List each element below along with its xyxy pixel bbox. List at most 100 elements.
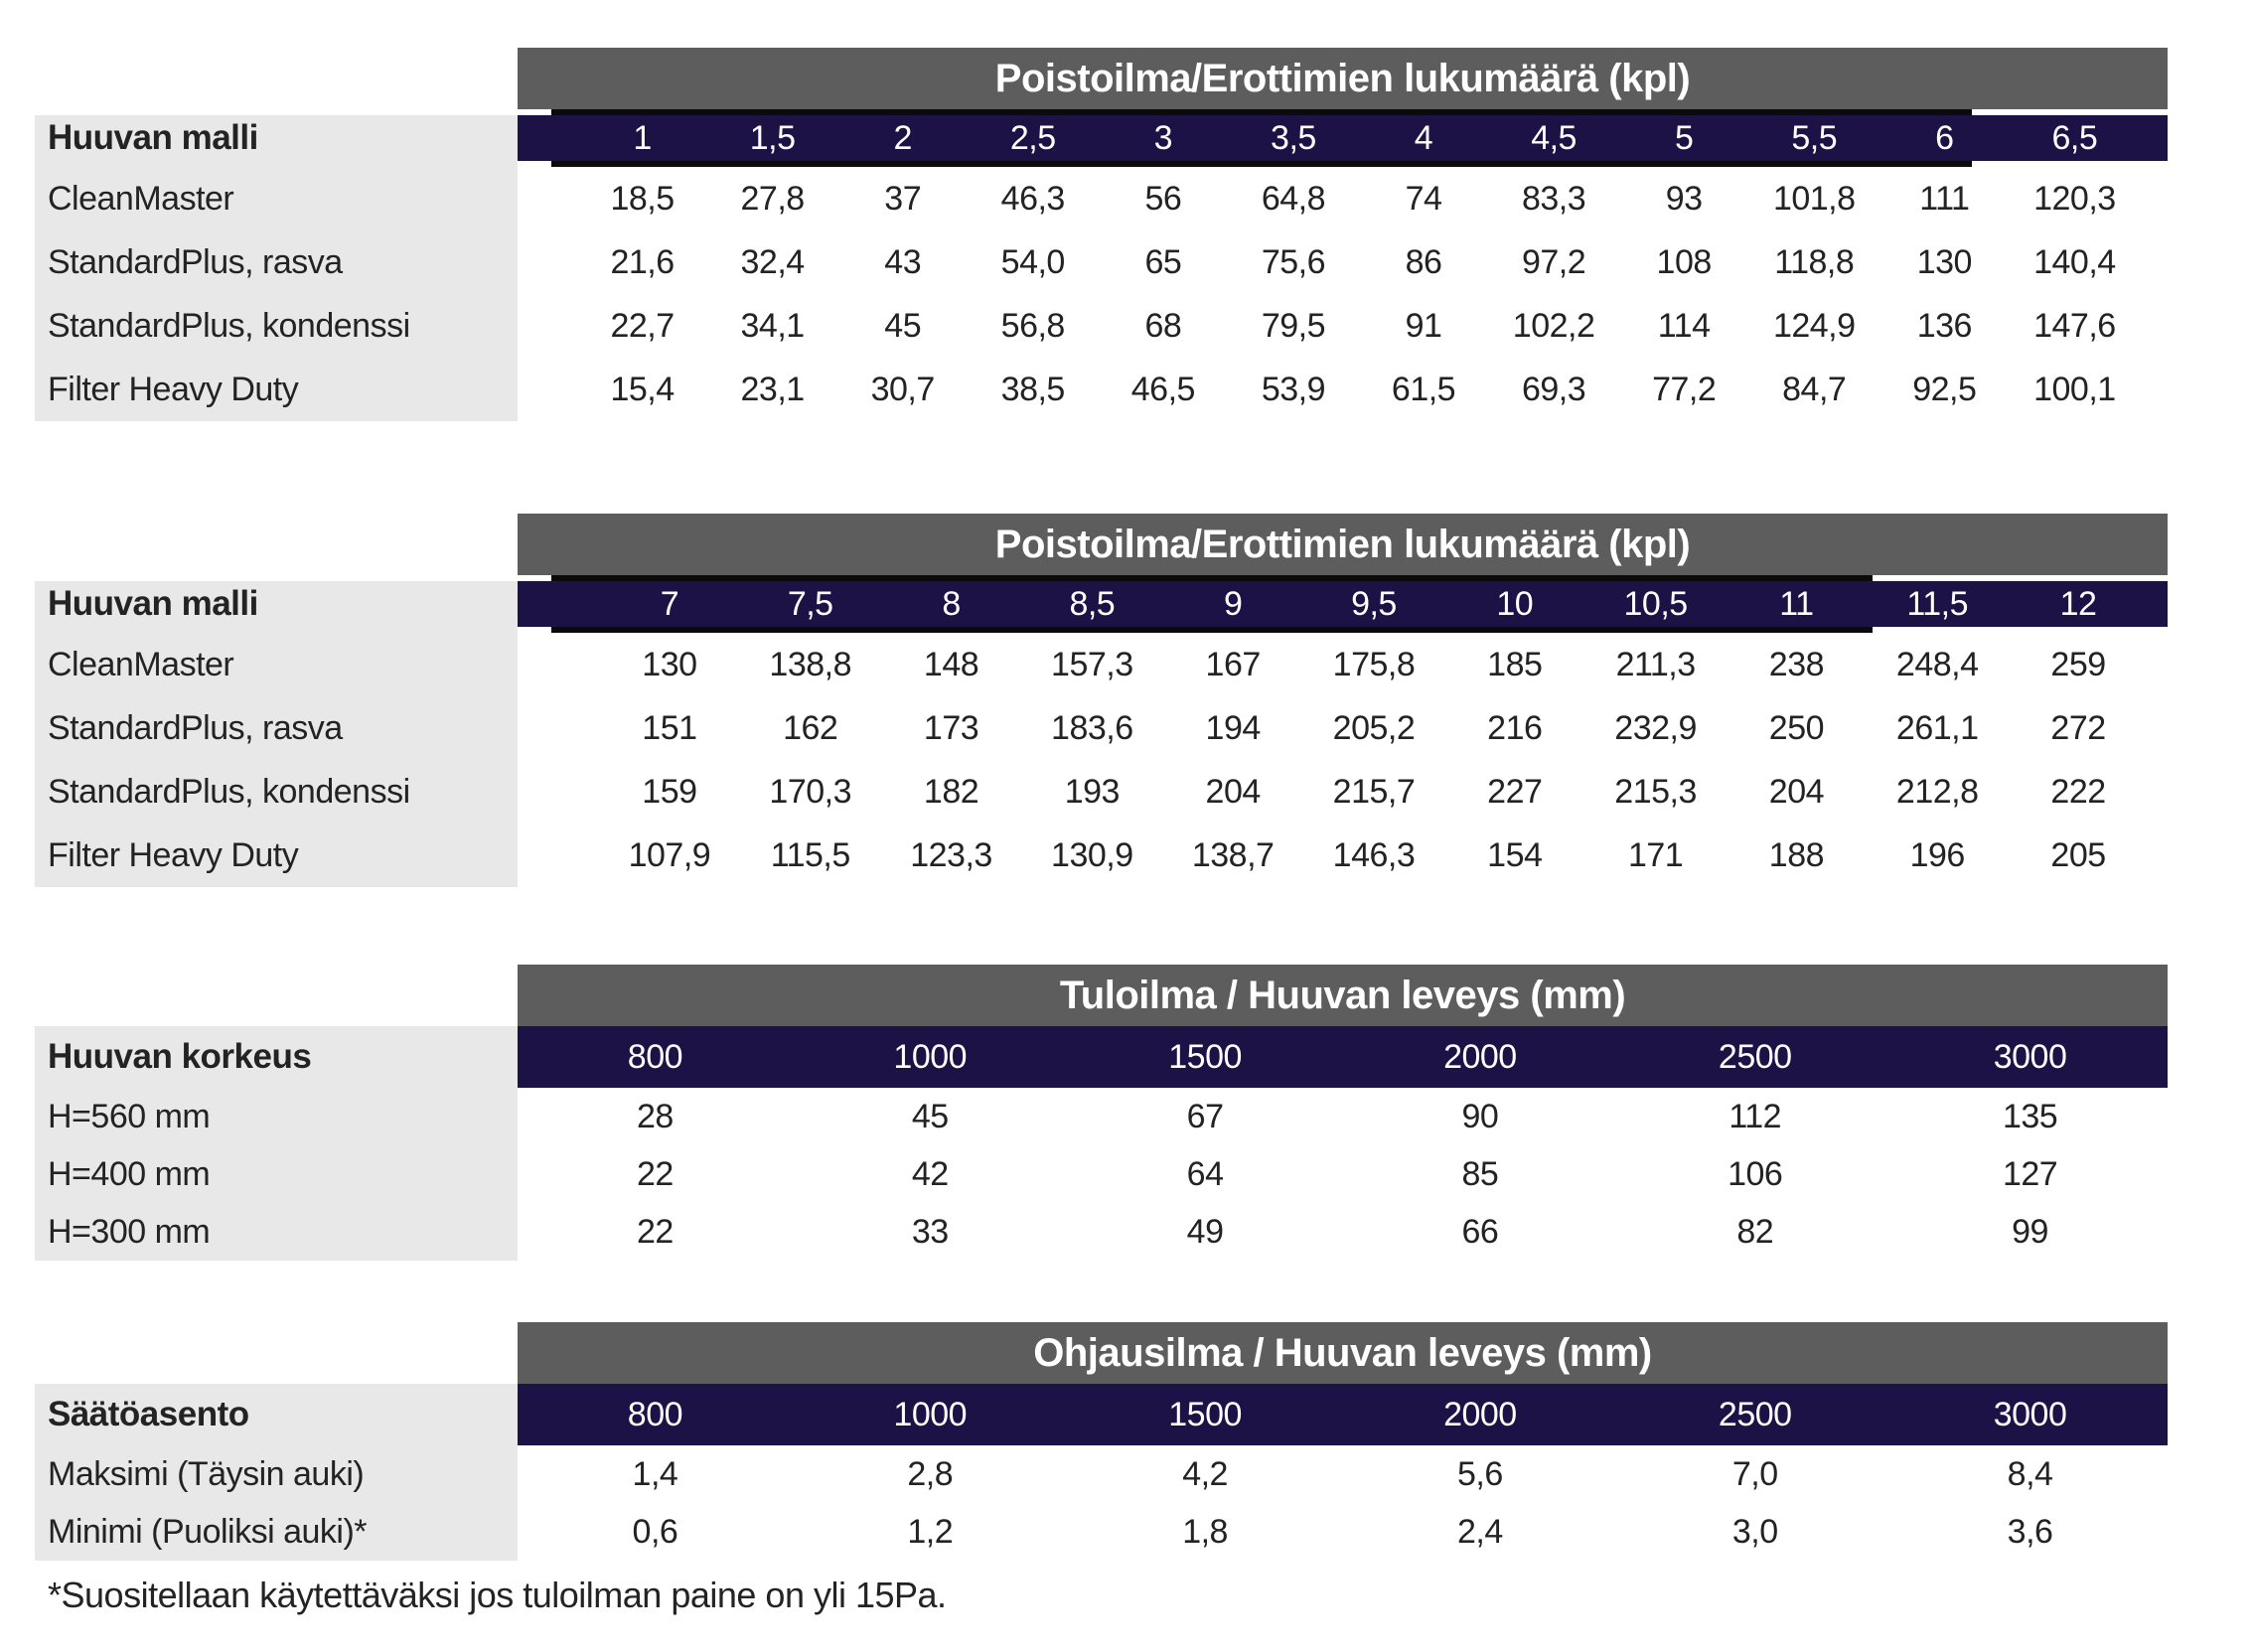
row-cells: 130 138,8 148 157,3 167 175,8 185 211,3 238 248,4… [518,633,2168,696]
data-cell: 120,3 [2033,179,2116,218]
data-cell: 18,5 [610,179,675,218]
datasheet-page: Poistoilma/Erottimien lukumäärä (kpl) Hu… [35,48,2254,1616]
data-cell: 115,5 [770,835,851,874]
column-header: 5 [1674,118,1694,157]
data-cell: 216 [1487,708,1543,747]
column-header: 10,5 [1623,584,1689,623]
data-cell: 185 [1487,645,1543,683]
data-cell: 97,2 [1521,242,1586,281]
row-cells: 107,9 115,5 123,3 130,9 138,7 146,3 154 171 188 1… [518,824,2168,887]
table-row: StandardPlus, kondenssi 22,7 34,1 45 56,8 68 7… [35,294,2168,358]
table-title: Poistoilma/Erottimien lukumäärä (kpl) [518,48,2168,109]
data-cell: 91 [1405,306,1442,345]
data-cell: 79,5 [1261,306,1326,345]
data-cell: 204 [1205,772,1262,811]
table-body: H=560 mm 28 45 67 90 112 135 H=400 mm 22 42 64 85 10… [35,1088,2168,1261]
data-cell: 49 [1186,1212,1224,1251]
column-header: 7,5 [787,584,833,623]
data-cell: 188 [1768,835,1825,874]
column-headers: 800 1000 1500 2000 2500 3000 [518,1026,2168,1088]
table-row: H=560 mm 28 45 67 90 112 135 [35,1088,2168,1145]
data-cell: 111 [1919,179,1970,218]
column-header: 8 [942,584,961,623]
data-cell: 21,6 [610,242,675,281]
data-cell: 93 [1665,179,1703,218]
row-label-panel [35,1384,518,1561]
data-cell: 64 [1186,1154,1224,1193]
data-cell: 183,6 [1051,708,1133,747]
data-cell: 175,8 [1332,645,1416,683]
row-label: StandardPlus, kondenssi [48,772,410,811]
row-cells: 28 45 67 90 112 135 [518,1088,2168,1145]
header-rule-top [551,109,1972,115]
data-cell: 77,2 [1652,370,1717,408]
data-cell: 75,6 [1261,242,1326,281]
data-cell: 22,7 [610,306,675,345]
data-cell: 65 [1144,242,1182,281]
data-cell: 53,9 [1261,370,1326,408]
column-header: 1000 [893,1037,968,1076]
data-cell: 43 [884,242,922,281]
column-header: 1 [633,118,652,157]
data-cell: 118,8 [1774,242,1855,281]
header-row: Huuvan malli 1 1,5 2 2,5 3 3,5 4 4,5 5 5,5 6 6,5 [35,115,2168,161]
header-row: Huuvan malli 7 7,5 8 8,5 9 9,5 10 10,5 11 11,5 12 [35,581,2168,627]
column-header: 800 [627,1395,683,1433]
table-row: StandardPlus, kondenssi 159 170,3 182 193 204… [35,760,2168,824]
data-cell: 7,0 [1731,1454,1778,1493]
column-header: 3000 [1993,1037,2067,1076]
row-label-panel [35,115,518,421]
table-body: CleanMaster 130 138,8 148 157,3 167 175,8 185 21… [35,633,2168,887]
data-cell: 154 [1487,835,1543,874]
data-cell: 106 [1728,1154,1783,1193]
table-row: CleanMaster 130 138,8 148 157,3 167 175,8 185 21… [35,633,2168,696]
data-cell: 83,3 [1521,179,1586,218]
table-corner-label: Huuvan malli [48,584,258,623]
column-header: 4 [1414,118,1433,157]
column-header: 2500 [1718,1395,1792,1433]
data-cell: 1,8 [1182,1512,1228,1551]
row-label: StandardPlus, rasva [48,242,343,281]
column-header: 3,5 [1271,118,1316,157]
row-label: Minimi (Puoliksi auki)* [48,1512,368,1551]
row-label: StandardPlus, rasva [48,708,343,747]
column-header: 7 [660,584,679,623]
data-cell: 38,5 [1000,370,1066,408]
data-cell: 69,3 [1521,370,1586,408]
data-cell: 23,1 [740,370,806,408]
data-cell: 34,1 [740,306,806,345]
column-header: 9 [1223,584,1243,623]
data-cell: 259 [2050,645,2106,683]
table-corner-label: Huuvan korkeus [48,1037,312,1076]
column-header: 9,5 [1351,584,1397,623]
data-cell: 194 [1205,708,1262,747]
data-cell: 46,3 [1000,179,1066,218]
data-cell: 157,3 [1051,645,1133,683]
data-cell: 215,7 [1332,772,1416,811]
table-row: Minimi (Puoliksi auki)* 0,6 1,2 1,8 2,4 3,0 3,… [35,1503,2168,1561]
row-label: CleanMaster [48,179,234,218]
column-header: 12 [2059,584,2097,623]
column-header: 5,5 [1791,118,1838,157]
table-row: H=400 mm 22 42 64 85 106 127 [35,1145,2168,1203]
data-cell: 22 [637,1212,674,1251]
table-corner-label: Säätöasento [48,1395,249,1433]
row-label-panel [35,581,518,887]
data-cell: 27,8 [740,179,806,218]
data-cell: 46,5 [1130,370,1196,408]
data-cell: 100,1 [2033,370,2116,408]
row-cells: 1,4 2,8 4,2 5,6 7,0 8,4 [518,1445,2168,1503]
column-header: 2500 [1718,1037,1792,1076]
data-cell: 37 [884,179,922,218]
column-header: 6,5 [2051,118,2098,157]
table-row: Maksimi (Täysin auki) 1,4 2,8 4,2 5,6 7,0 8,4 [35,1445,2168,1503]
data-cell: 124,9 [1772,306,1856,345]
table-row: Filter Heavy Duty 107,9 115,5 123,3 130,9 138… [35,824,2168,887]
data-cell: 167 [1205,645,1262,683]
exhaust-air-table-1: Poistoilma/Erottimien lukumäärä (kpl) Hu… [35,48,2168,421]
data-cell: 1,4 [632,1454,678,1493]
data-cell: 1,2 [907,1512,954,1551]
column-header: 2,5 [1009,118,1056,157]
data-cell: 140,4 [2033,242,2116,281]
data-cell: 136 [1916,306,1973,345]
